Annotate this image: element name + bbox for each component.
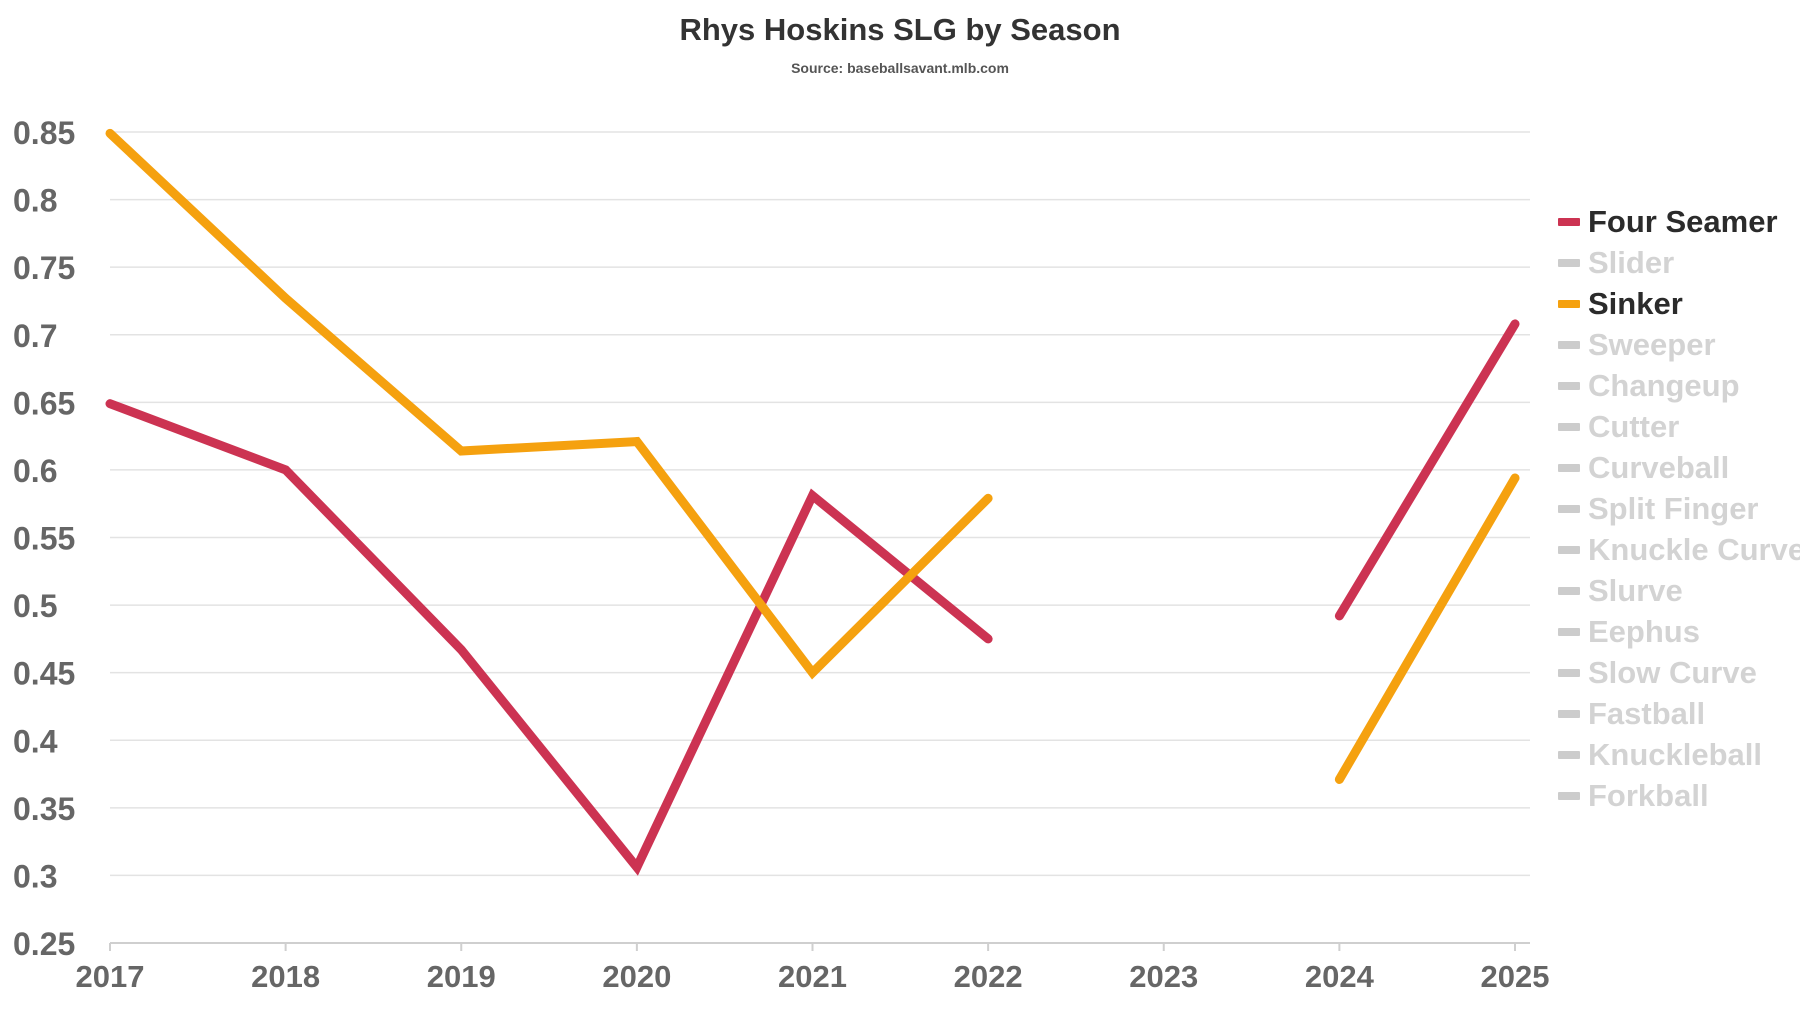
data-point[interactable] <box>1509 318 1521 330</box>
data-point[interactable] <box>455 644 467 656</box>
x-tick-label: 2021 <box>778 959 847 994</box>
legend-label: Curveball <box>1588 449 1730 485</box>
series-sinker[interactable] <box>104 127 1521 785</box>
legend-swatch <box>1558 340 1580 349</box>
x-tick-label: 2022 <box>954 959 1023 994</box>
x-tick-label: 2025 <box>1481 959 1550 994</box>
y-tick-label: 0.45 <box>13 656 75 692</box>
legend-item-slurve[interactable]: Slurve <box>1558 570 1800 611</box>
legend-item-changeup[interactable]: Changeup <box>1558 365 1800 406</box>
data-point[interactable] <box>631 861 643 873</box>
y-tick-label: 0.8 <box>13 183 57 219</box>
data-point[interactable] <box>280 292 292 304</box>
series-line-segment[interactable] <box>105 399 993 876</box>
data-point[interactable] <box>982 492 994 504</box>
data-point[interactable] <box>104 127 116 139</box>
series-four-seamer[interactable] <box>104 318 1521 876</box>
x-tick-label: 2019 <box>427 959 496 994</box>
legend-label: Slider <box>1588 244 1675 280</box>
y-tick-label: 0.3 <box>13 858 57 894</box>
legend-label: Sinker <box>1588 285 1683 321</box>
x-tick-label: 2020 <box>602 959 671 994</box>
legend-label: Changeup <box>1588 367 1740 403</box>
axes: 0.25 0.3 0.35 0.4 0.45 0.5 0.55 0.6 0.65 0.7 0.75 0… <box>13 115 1549 994</box>
legend-swatch <box>1558 217 1580 226</box>
x-tick-label: 2024 <box>1305 959 1375 994</box>
legend-item-eephus[interactable]: Eephus <box>1558 611 1800 652</box>
data-point[interactable] <box>1509 472 1521 484</box>
data-point[interactable] <box>455 445 467 457</box>
data-point[interactable] <box>1333 773 1345 785</box>
legend-swatch <box>1558 750 1580 759</box>
y-tick-label: 0.35 <box>13 791 75 827</box>
legend-swatch <box>1558 709 1580 718</box>
legend: Four Seamer Slider Sinker Sweeper Changeup Cu… <box>1558 201 1800 816</box>
legend-item-slow-curve[interactable]: Slow Curve <box>1558 652 1800 693</box>
y-tick-label: 0.4 <box>13 723 58 759</box>
legend-label: Fastball <box>1588 695 1706 731</box>
chart-subtitle: Source: baseballsavant.mlb.com <box>791 60 1009 76</box>
legend-label: Cutter <box>1588 408 1680 444</box>
y-tick-label: 0.25 <box>13 926 75 962</box>
legend-item-slider[interactable]: Slider <box>1558 242 1800 283</box>
legend-swatch <box>1558 463 1580 472</box>
legend-label: Split Finger <box>1588 490 1759 526</box>
data-point[interactable] <box>280 464 292 476</box>
data-point[interactable] <box>1333 610 1345 622</box>
series-line-segment[interactable] <box>1334 473 1520 784</box>
legend-swatch <box>1558 545 1580 554</box>
data-point[interactable] <box>104 398 116 410</box>
legend-swatch <box>1558 586 1580 595</box>
legend-item-sweeper[interactable]: Sweeper <box>1558 324 1800 365</box>
legend-item-fastball[interactable]: Fastball <box>1558 693 1800 734</box>
legend-swatch <box>1558 258 1580 267</box>
legend-label: Slow Curve <box>1588 654 1757 690</box>
chart-title: Rhys Hoskins SLG by Season <box>679 12 1121 47</box>
legend-item-four-seamer[interactable]: Four Seamer <box>1558 201 1800 242</box>
y-tick-label: 0.6 <box>13 453 57 489</box>
legend-label: Knuckle Curve <box>1588 531 1800 567</box>
y-tick-label: 0.65 <box>13 385 75 421</box>
series-line-segment[interactable] <box>105 128 993 680</box>
y-tick-label: 0.85 <box>13 115 75 151</box>
data-point[interactable] <box>631 436 643 448</box>
legend-item-knuckleball[interactable]: Knuckleball <box>1558 734 1800 775</box>
y-tick-label: 0.55 <box>13 521 75 557</box>
legend-swatch <box>1558 791 1580 800</box>
legend-label: Slurve <box>1588 572 1683 608</box>
legend-item-sinker[interactable]: Sinker <box>1558 283 1800 324</box>
y-tick-label: 0.5 <box>13 588 57 624</box>
data-point[interactable] <box>982 633 994 645</box>
legend-item-split-finger[interactable]: Split Finger <box>1558 488 1800 529</box>
series-lines <box>104 127 1521 876</box>
y-tick-label: 0.75 <box>13 250 75 286</box>
legend-swatch <box>1558 504 1580 513</box>
data-point[interactable] <box>807 667 819 679</box>
legend-label: Four Seamer <box>1588 203 1778 239</box>
legend-label: Sweeper <box>1588 326 1716 362</box>
x-tick-label: 2018 <box>251 959 320 994</box>
legend-swatch <box>1558 381 1580 390</box>
gridlines <box>110 131 1530 877</box>
legend-label: Eephus <box>1588 613 1700 649</box>
legend-label: Knuckleball <box>1588 736 1762 772</box>
legend-item-knuckle-curve[interactable]: Knuckle Curve <box>1558 529 1800 570</box>
legend-swatch <box>1558 299 1580 308</box>
legend-item-forkball[interactable]: Forkball <box>1558 775 1800 816</box>
legend-swatch <box>1558 668 1580 677</box>
data-point[interactable] <box>807 490 819 502</box>
y-tick-label: 0.7 <box>13 318 57 354</box>
legend-item-cutter[interactable]: Cutter <box>1558 406 1800 447</box>
x-tick-label: 2023 <box>1129 959 1198 994</box>
legend-label: Forkball <box>1588 777 1709 813</box>
x-tick-label: 2017 <box>76 959 145 994</box>
legend-swatch <box>1558 627 1580 636</box>
series-line-segment[interactable] <box>1334 319 1520 621</box>
legend-item-curveball[interactable]: Curveball <box>1558 447 1800 488</box>
legend-swatch <box>1558 422 1580 431</box>
